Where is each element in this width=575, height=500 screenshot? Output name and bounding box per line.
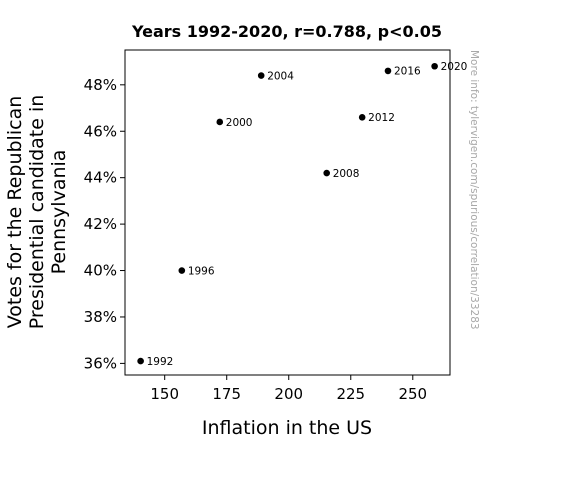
data-point-label: 2008 — [333, 168, 360, 180]
data-point — [323, 169, 330, 177]
y-tick-label: 48% — [84, 76, 117, 94]
y-axis-label-line-2: Presidential candidate in — [26, 95, 48, 330]
data-point-label: 2004 — [267, 70, 294, 82]
y-tick-label: 46% — [84, 122, 117, 140]
data-point — [358, 114, 366, 121]
data-point — [178, 267, 186, 274]
data-point — [137, 357, 144, 365]
plot-area — [124, 49, 451, 376]
y-tick-label: 42% — [84, 215, 117, 233]
y-tick-label: 36% — [84, 354, 117, 372]
y-tick-label: 40% — [84, 262, 117, 280]
x-tick-label: 225 — [336, 385, 365, 403]
y-tick-label: 38% — [84, 308, 117, 326]
data-point — [431, 62, 438, 70]
x-tick-label: 150 — [150, 385, 179, 403]
y-axis: 36% 38% 40% 42% 44% 46% 48% — [84, 76, 125, 372]
data-point-label: 2016 — [394, 66, 421, 78]
data-points: 1992 1996 2000 2004 2008 2012 2016 2020 — [137, 61, 467, 368]
data-point-label: 2012 — [368, 112, 395, 124]
data-point-label: 2020 — [441, 61, 468, 73]
data-point — [216, 118, 224, 126]
data-point-label: 1992 — [147, 356, 174, 368]
y-axis-label-line-3: Pennsylvania — [48, 150, 70, 275]
y-tick-label: 44% — [84, 169, 117, 187]
x-tick-label: 250 — [398, 385, 427, 403]
data-point — [257, 72, 265, 79]
chart-title: Years 1992-2020, r=0.788, p<0.05 — [131, 22, 442, 41]
x-axis: 150 175 200 225 250 — [150, 375, 427, 403]
watermark-text: More info: tylervigen.com/spurious/corre… — [468, 50, 480, 330]
x-tick-label: 200 — [274, 385, 303, 403]
y-axis-label: Votes for the Republican Presidential ca… — [4, 95, 70, 330]
x-tick-label: 175 — [212, 385, 241, 403]
y-axis-label-line-1: Votes for the Republican — [4, 96, 26, 329]
data-point-label: 2000 — [226, 117, 253, 129]
data-point — [384, 67, 392, 75]
data-point-label: 1996 — [188, 265, 215, 277]
x-axis-label: Inflation in the US — [202, 417, 372, 439]
